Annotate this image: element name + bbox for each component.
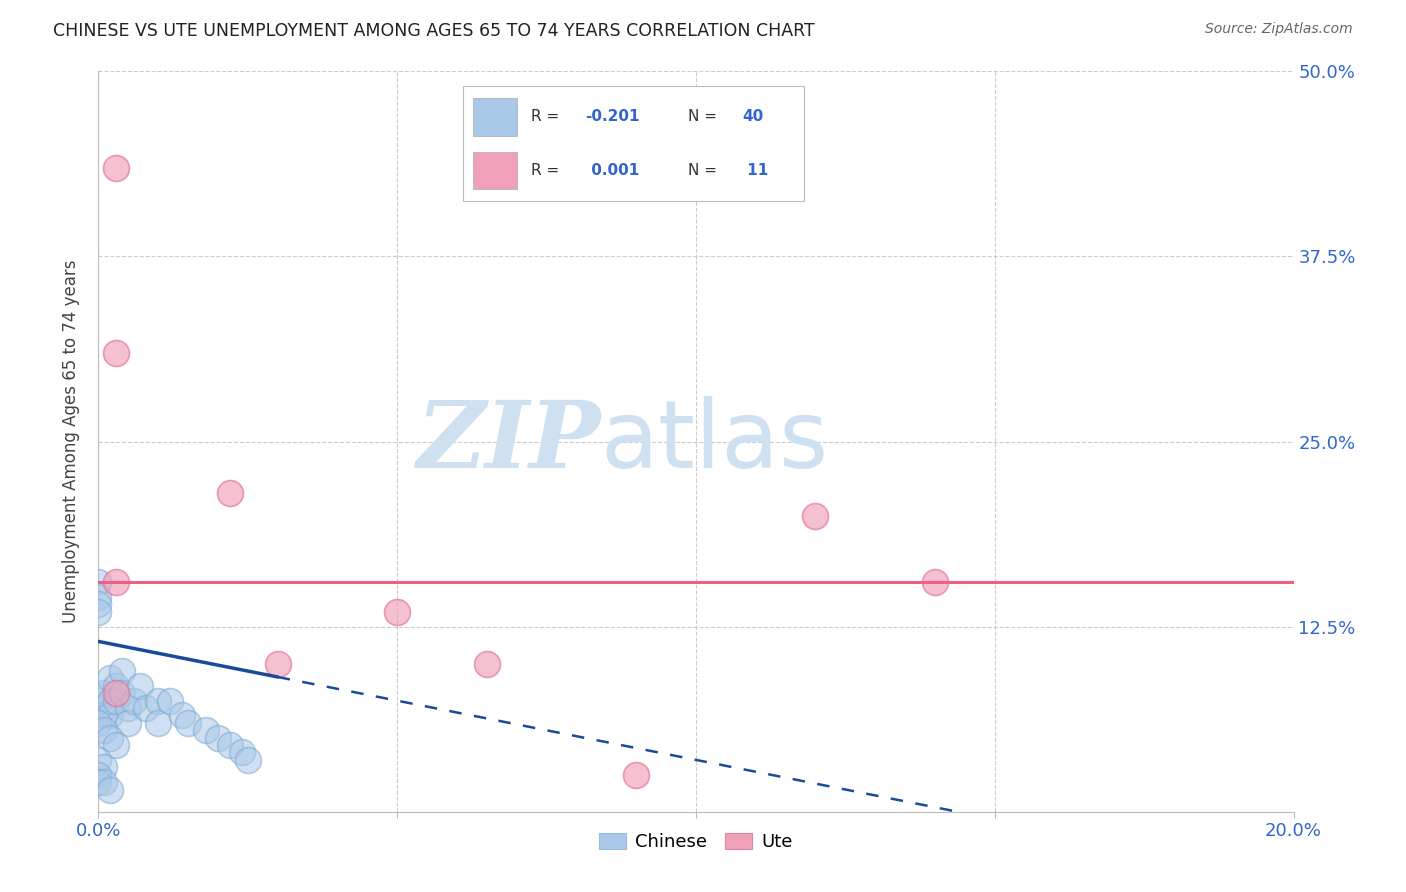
Point bbox=[626, 767, 648, 781]
Point bbox=[87, 767, 110, 781]
Point bbox=[87, 590, 110, 604]
Point bbox=[267, 657, 290, 671]
Point bbox=[124, 694, 146, 708]
Point bbox=[98, 708, 122, 723]
Point bbox=[177, 715, 200, 730]
Text: CHINESE VS UTE UNEMPLOYMENT AMONG AGES 65 TO 74 YEARS CORRELATION CHART: CHINESE VS UTE UNEMPLOYMENT AMONG AGES 6… bbox=[53, 22, 815, 40]
Point bbox=[111, 664, 134, 678]
Point bbox=[87, 605, 110, 619]
Text: atlas: atlas bbox=[600, 395, 828, 488]
Point bbox=[159, 694, 181, 708]
Point bbox=[93, 775, 115, 789]
Point bbox=[105, 575, 128, 590]
Point bbox=[231, 746, 253, 760]
Point bbox=[93, 701, 115, 715]
Point bbox=[148, 715, 170, 730]
Point bbox=[93, 723, 115, 738]
Y-axis label: Unemployment Among Ages 65 to 74 years: Unemployment Among Ages 65 to 74 years bbox=[62, 260, 80, 624]
Point bbox=[207, 731, 229, 745]
Point bbox=[87, 598, 110, 612]
Point bbox=[87, 753, 110, 767]
Point bbox=[117, 701, 139, 715]
Point bbox=[98, 672, 122, 686]
Point bbox=[924, 575, 946, 590]
Point bbox=[172, 708, 194, 723]
Point bbox=[87, 775, 110, 789]
Text: Source: ZipAtlas.com: Source: ZipAtlas.com bbox=[1205, 22, 1353, 37]
Legend: Chinese, Ute: Chinese, Ute bbox=[592, 825, 800, 858]
Point bbox=[105, 694, 128, 708]
Point bbox=[385, 605, 409, 619]
Point bbox=[475, 657, 498, 671]
Point bbox=[98, 694, 122, 708]
Point bbox=[105, 686, 128, 700]
Point bbox=[219, 738, 242, 752]
Point bbox=[129, 679, 152, 693]
Point bbox=[135, 701, 157, 715]
Point bbox=[219, 486, 242, 500]
Point bbox=[93, 760, 115, 774]
Point bbox=[87, 575, 110, 590]
Point bbox=[105, 738, 128, 752]
Point bbox=[117, 715, 139, 730]
Point bbox=[236, 753, 259, 767]
Point bbox=[93, 686, 115, 700]
Point bbox=[87, 715, 110, 730]
Point bbox=[98, 731, 122, 745]
Point bbox=[93, 708, 115, 723]
Point bbox=[111, 686, 134, 700]
Point bbox=[105, 161, 128, 175]
Point bbox=[87, 694, 110, 708]
Point bbox=[804, 508, 827, 523]
Point bbox=[105, 345, 128, 359]
Point bbox=[105, 679, 128, 693]
Point bbox=[98, 782, 122, 797]
Point bbox=[195, 723, 218, 738]
Point bbox=[148, 694, 170, 708]
Text: ZIP: ZIP bbox=[416, 397, 600, 486]
